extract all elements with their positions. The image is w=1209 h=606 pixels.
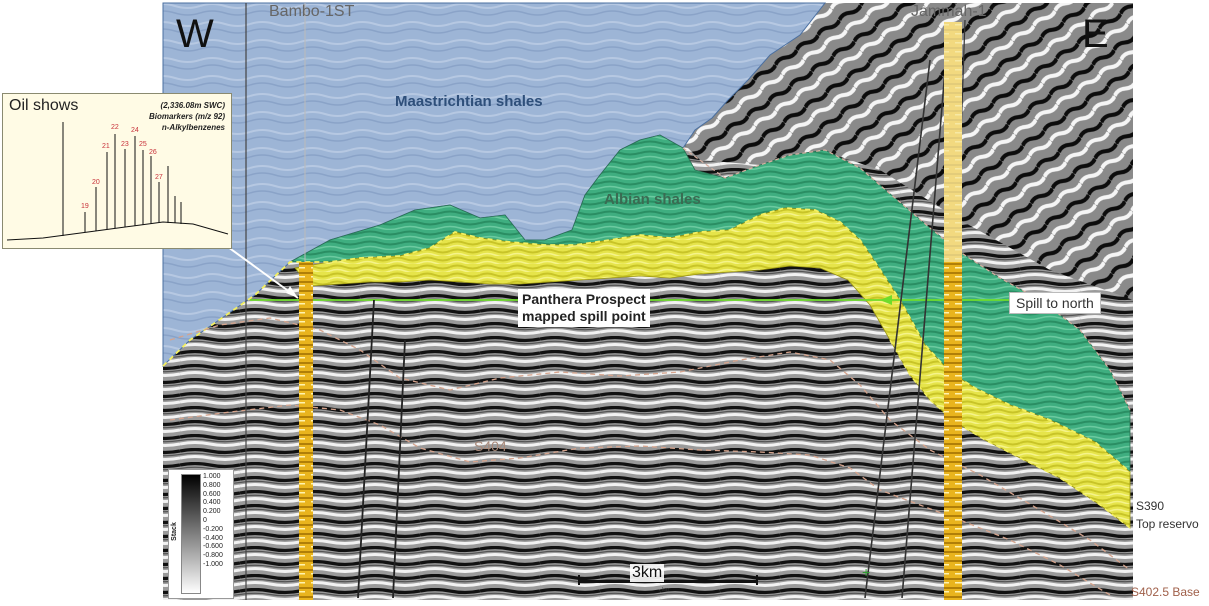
peak-label: 21 [102, 143, 110, 150]
legend-tick: 1.000 [203, 473, 221, 480]
scale-bar-tick-left [578, 575, 580, 585]
legend-tick: 0.400 [203, 499, 221, 507]
bambo-well-log [299, 262, 313, 600]
legend-tick: 0 [203, 516, 207, 524]
scale-bar-sublabel: km [662, 587, 669, 593]
fault-line [864, 59, 931, 599]
oil-shows-meta: (2,336.08m SWC) Biomarkers (m/z 92) n-Al… [149, 101, 225, 133]
jammah-well-log-upper [944, 22, 962, 262]
scale-bar-label: 3km [630, 564, 665, 582]
spill-arrow-head [880, 295, 892, 305]
peak-label: 24 [131, 127, 139, 134]
base-reservoir-dashed [889, 339, 1131, 529]
legend-tick: 0.200 [203, 508, 221, 516]
panthera-prospect-label: Panthera Prospect mapped spill point [518, 289, 650, 327]
legend-tick: -0.600 [203, 543, 223, 551]
legend-tick: -1.000 [203, 560, 223, 568]
legend-tick: -0.400 [203, 534, 223, 542]
fault-line [357, 299, 375, 599]
spill-to-north-label: Spill to north [1009, 292, 1101, 314]
peak-label: 27 [155, 174, 163, 181]
well-name-jammah: Jammah-1 [911, 3, 987, 20]
horizon-label-s402-5: S402.5 Base [1131, 585, 1200, 599]
top-reservoir-dashed [162, 207, 1131, 473]
east-label: E [1082, 12, 1109, 56]
chromatogram-baseline [6, 221, 229, 241]
maastrichtian-label: Maastrichtian shales [395, 93, 543, 110]
stack-legend-ticks: 1.000 0.800 0.600 0.400 0.200 0 -0.200 -… [203, 473, 223, 570]
scale-bar-tick-right [756, 575, 758, 585]
well-name-bambo: Bambo-1ST [269, 3, 355, 20]
scale-bar-line [578, 580, 758, 583]
oil-shows-meta-line-1: (2,336.08m SWC) [160, 101, 225, 110]
oil-shows-meta-line-3: n-Alkylbenzenes [161, 122, 225, 132]
peak-label: 26 [149, 149, 157, 156]
legend-tick: -0.800 [203, 552, 223, 560]
peak-label: 20 [92, 179, 100, 186]
fault-line [901, 69, 946, 599]
fault-line [392, 339, 406, 599]
peak-label: 19 [81, 203, 89, 210]
stack-colorbar [181, 474, 201, 594]
oil-shows-meta-line-2: Biomarkers (m/z 92) [148, 111, 225, 121]
west-label: W [176, 12, 214, 56]
horizon-label-s404: S404 [474, 438, 507, 454]
oil-shows-pointer-head [286, 286, 298, 298]
prospect-line-2: mapped spill point [522, 307, 646, 324]
scale-bar: 3km km [578, 564, 758, 593]
horizon-dashed-1 [169, 317, 1131, 571]
legend-tick: 0.800 [203, 481, 221, 489]
albian-label: Albian shales [604, 191, 701, 208]
prospect-line-1: Panthera Prospect [522, 291, 646, 307]
stack-legend: Stack 1.000 0.800 0.600 0.400 0.200 0 -0… [168, 469, 234, 599]
peak-label: 25 [139, 141, 147, 148]
oil-shows-inset: Oil shows (2,336.08m SWC) Biomarkers (m/… [2, 93, 232, 249]
albian-top-dashed [682, 147, 1131, 411]
chromatogram: 19 20 21 22 23 24 25 26 27 [6, 122, 229, 241]
seismic-steep-region [680, 3, 1133, 300]
horizon-label-top-reservoir: Top reservo [1136, 517, 1199, 531]
oil-shows-title: Oil shows [9, 97, 79, 114]
legend-tick: 0.600 [203, 490, 221, 498]
legend-tick: -0.200 [203, 525, 223, 533]
green-cross-marker: + [862, 564, 870, 580]
oil-shows-pointer [227, 246, 299, 299]
peak-label: 22 [111, 124, 119, 131]
peak-label: 23 [121, 141, 129, 148]
horizon-label-s390: S390 [1136, 499, 1165, 513]
stack-legend-title: Stack [170, 522, 178, 541]
